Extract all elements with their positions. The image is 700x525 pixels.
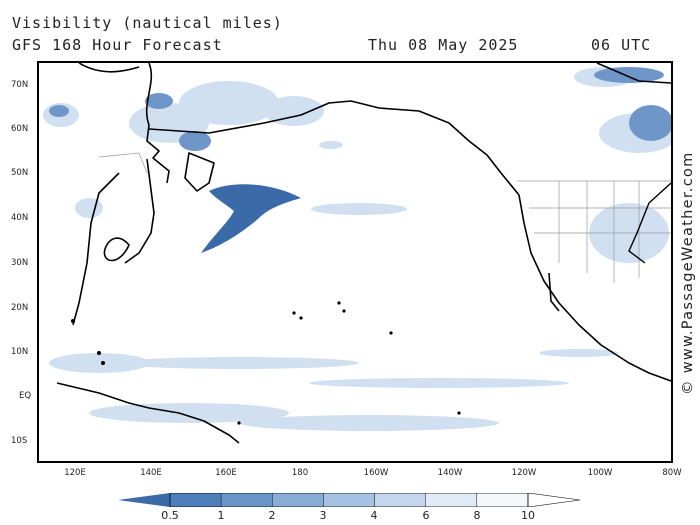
- legend-cell: [323, 493, 375, 507]
- medium-fog-patches: [49, 67, 671, 151]
- legend-cell: [476, 493, 529, 507]
- lat-label-20n: 20N: [11, 303, 29, 313]
- legend-label-1: 1: [217, 509, 225, 522]
- forecast-time: 06 UTC: [591, 36, 652, 54]
- state-borders: [98, 152, 671, 283]
- lat-label-10n: 10N: [11, 347, 29, 357]
- legend-cell: [425, 493, 478, 507]
- lon-label-140e: 140E: [140, 468, 162, 478]
- lat-label-60n: 60N: [11, 124, 29, 134]
- map-canvas: [43, 63, 671, 444]
- lon-label-180: 180: [291, 468, 309, 478]
- light-fog-patches: [43, 67, 671, 431]
- legend-cell: [272, 493, 324, 507]
- legend-arrow-right: [527, 493, 581, 507]
- map-title: Visibility (nautical miles): [12, 14, 283, 32]
- legend-label-2: 2: [268, 509, 276, 522]
- visibility-map: [37, 61, 673, 463]
- lat-label-70n: 70N: [11, 80, 29, 90]
- lon-label-140w: 140W: [437, 468, 463, 478]
- lat-label-10s: 10S: [11, 436, 28, 446]
- forecast-label: GFS 168 Hour Forecast: [12, 36, 223, 54]
- legend-arrow-left: [118, 493, 170, 507]
- east-coast: [628, 182, 671, 264]
- legend-label-6: 6: [422, 509, 430, 522]
- islands: [71, 301, 461, 425]
- lon-label-80w: 80W: [662, 468, 682, 478]
- forecast-date: Thu 08 May 2025: [368, 36, 519, 54]
- lat-label-50n: 50N: [11, 168, 29, 178]
- legend-cell: [374, 493, 426, 507]
- legend-cell: [220, 493, 273, 507]
- lat-label-30n: 30N: [11, 258, 29, 268]
- dense-fog-area: [201, 184, 301, 253]
- legend-label-4: 4: [370, 509, 378, 522]
- lon-label-100w: 100W: [587, 468, 613, 478]
- coastlines: [56, 63, 671, 444]
- credit-text: © www.PassageWeather.com: [680, 151, 696, 395]
- legend-label-10: 10: [521, 509, 535, 522]
- lat-label-40n: 40N: [11, 213, 29, 223]
- lat-label-eq: EQ: [19, 391, 32, 401]
- lon-label-120e: 120E: [64, 468, 86, 478]
- legend-label-3: 3: [319, 509, 327, 522]
- legend-label-8: 8: [473, 509, 481, 522]
- lon-label-160w: 160W: [363, 468, 389, 478]
- lon-label-120w: 120W: [511, 468, 537, 478]
- legend-colorbar: [118, 493, 581, 507]
- lon-label-160e: 160E: [215, 468, 237, 478]
- legend-cell: [169, 493, 222, 507]
- legend-label-0-5: 0.5: [161, 509, 179, 522]
